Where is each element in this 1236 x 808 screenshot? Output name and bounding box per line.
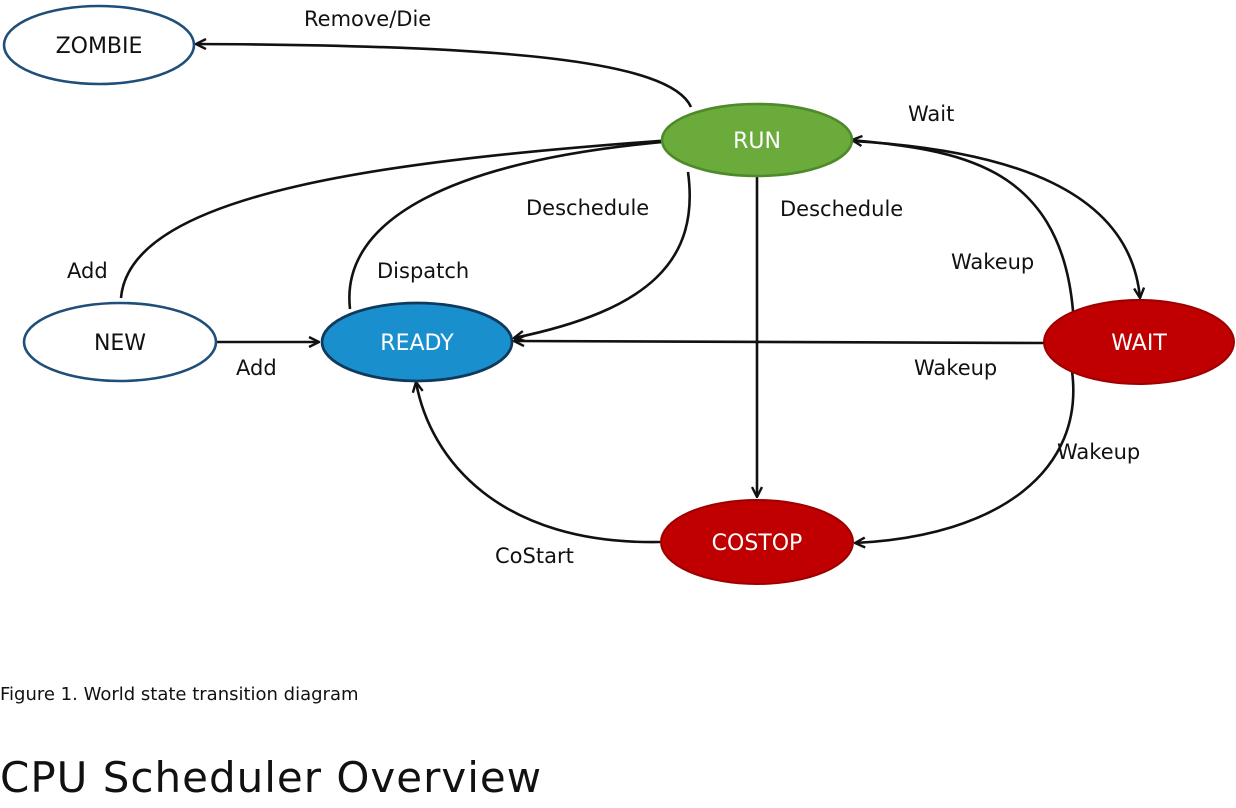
- state-transition-diagram: ZOMBIE RUN NEW READY WAIT COSTOP Remove/…: [2, 4, 1235, 585]
- node-zombie-label: ZOMBIE: [56, 34, 143, 59]
- node-new: NEW: [22, 301, 218, 383]
- edge-label-remove-die: Remove/Die: [304, 7, 431, 31]
- edge-ready-to-run: [348, 141, 674, 310]
- node-costop-ellipse: [660, 499, 854, 585]
- node-wait-label: WAIT: [1111, 331, 1167, 356]
- edge-label-deschedule-to-costop: Deschedule: [780, 197, 903, 221]
- edge-label-wait: Wait: [908, 102, 954, 126]
- edge-label-costart: CoStart: [495, 544, 574, 568]
- edge-wait-to-costop: [855, 370, 1075, 543]
- node-ready-label: READY: [380, 331, 454, 356]
- edge-wait-to-run: [852, 140, 1075, 312]
- node-ready: READY: [320, 301, 514, 383]
- node-new-ellipse: [22, 301, 218, 383]
- node-wait-ellipse: [1043, 299, 1235, 385]
- node-costop: COSTOP: [660, 499, 854, 585]
- edge-wait-to-ready: [514, 341, 1045, 343]
- node-run-label: RUN: [733, 129, 781, 154]
- edge-label-deschedule-to-ready: Deschedule: [526, 196, 649, 220]
- edge-new-to-run: [119, 140, 672, 299]
- edge-label-wakeup-to-ready: Wakeup: [914, 356, 997, 380]
- edge-label-add-new-to-run: Add: [67, 259, 108, 283]
- edge-run-to-ready: [514, 171, 691, 338]
- node-ready-ellipse: [320, 301, 514, 383]
- node-run-ellipse: [660, 102, 854, 178]
- node-costop-label: COSTOP: [712, 531, 803, 556]
- edge-costop-to-ready: [416, 382, 661, 544]
- node-zombie: ZOMBIE: [2, 4, 196, 86]
- edge-label-wakeup-to-run: Wakeup: [951, 250, 1034, 274]
- section-heading: CPU Scheduler Overview: [0, 753, 543, 802]
- node-wait: WAIT: [1043, 299, 1235, 385]
- edge-label-wakeup-to-costop: Wakeup: [1057, 440, 1140, 464]
- node-new-label: NEW: [94, 331, 146, 356]
- node-zombie-ellipse: [2, 4, 196, 86]
- node-run: RUN: [660, 102, 854, 178]
- edge-label-dispatch: Dispatch: [377, 259, 469, 283]
- figure-caption: Figure 1. World state transition diagram: [0, 684, 359, 705]
- edge-label-add-new-to-ready: Add: [236, 356, 277, 380]
- edge-run-to-zombie: [196, 44, 693, 108]
